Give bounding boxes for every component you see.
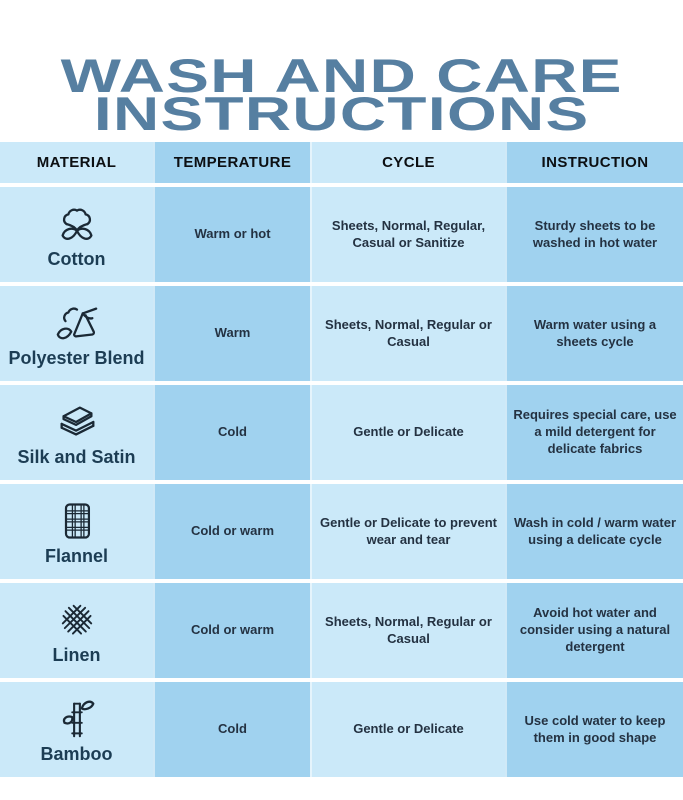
table-header-row: MATERIAL TEMPERATURE CYCLE INSTRUCTION <box>0 142 683 183</box>
temperature-cell: Cold <box>153 385 310 480</box>
table-row-cotton: Cotton Warm or hot Sheets, Normal, Regul… <box>0 187 683 282</box>
flannel-icon <box>53 497 101 545</box>
material-cell-linen: Linen <box>0 583 153 678</box>
instruction-cell: Warm water using a sheets cycle <box>505 286 683 381</box>
material-cell-flannel: Flannel <box>0 484 153 579</box>
material-cell-cotton: Cotton <box>0 187 153 282</box>
temperature-cell: Warm <box>153 286 310 381</box>
instruction-cell: Sturdy sheets to be washed in hot water <box>505 187 683 282</box>
table-row-bamboo: Bamboo Cold Gentle or Delicate Use cold … <box>0 682 683 777</box>
temperature-cell: Cold <box>153 682 310 777</box>
page-title: WASH AND CARE INSTRUCTIONS <box>0 0 683 142</box>
cycle-cell: Gentle or Delicate to prevent wear and t… <box>310 484 505 579</box>
title-line-1: WASH AND CARE <box>60 48 623 102</box>
material-label: Linen <box>52 644 101 665</box>
cycle-cell: Gentle or Delicate <box>310 682 505 777</box>
header-cell-cycle: CYCLE <box>310 142 505 183</box>
polyester-blend-icon <box>53 299 101 347</box>
cycle-cell: Gentle or Delicate <box>310 385 505 480</box>
cycle-cell: Sheets, Normal, Regular or Casual <box>310 583 505 678</box>
temperature-cell: Cold or warm <box>153 583 310 678</box>
instruction-cell: Avoid hot water and consider using a nat… <box>505 583 683 678</box>
material-label: Flannel <box>44 545 108 566</box>
instruction-cell: Wash in cold / warm water using a delica… <box>505 484 683 579</box>
title-line-2: INSTRUCTIONS <box>93 87 590 141</box>
material-label: Silk and Satin <box>17 446 136 467</box>
table-row-silk-satin: Silk and Satin Cold Gentle or Delicate R… <box>0 385 683 480</box>
material-cell-polyester: Polyester Blend <box>0 286 153 381</box>
table-row-linen: Linen Cold or warm Sheets, Normal, Regul… <box>0 583 683 678</box>
header-cell-temperature: TEMPERATURE <box>153 142 310 183</box>
material-cell-silk: Silk and Satin <box>0 385 153 480</box>
material-cell-bamboo: Bamboo <box>0 682 153 777</box>
table-row-flannel: Flannel Cold or warm Gentle or Delicate … <box>0 484 683 579</box>
temperature-cell: Warm or hot <box>153 187 310 282</box>
cycle-cell: Sheets, Normal, Regular, Casual or Sanit… <box>310 187 505 282</box>
silk-satin-icon <box>53 398 101 446</box>
header-cell-instruction: INSTRUCTION <box>505 142 683 183</box>
instruction-cell: Requires special care, use a mild deterg… <box>505 385 683 480</box>
table-row-polyester-blend: Polyester Blend Warm Sheets, Normal, Reg… <box>0 286 683 381</box>
header-cell-material: MATERIAL <box>0 142 153 183</box>
material-label: Bamboo <box>40 743 113 764</box>
linen-icon <box>53 596 101 644</box>
temperature-cell: Cold or warm <box>153 484 310 579</box>
bamboo-icon <box>53 695 101 743</box>
material-label: Cotton <box>47 248 106 269</box>
cotton-icon <box>53 200 101 248</box>
cycle-cell: Sheets, Normal, Regular or Casual <box>310 286 505 381</box>
instruction-cell: Use cold water to keep them in good shap… <box>505 682 683 777</box>
material-label: Polyester Blend <box>8 347 145 368</box>
title-wrap: WASH AND CARE INSTRUCTIONS <box>60 48 623 141</box>
